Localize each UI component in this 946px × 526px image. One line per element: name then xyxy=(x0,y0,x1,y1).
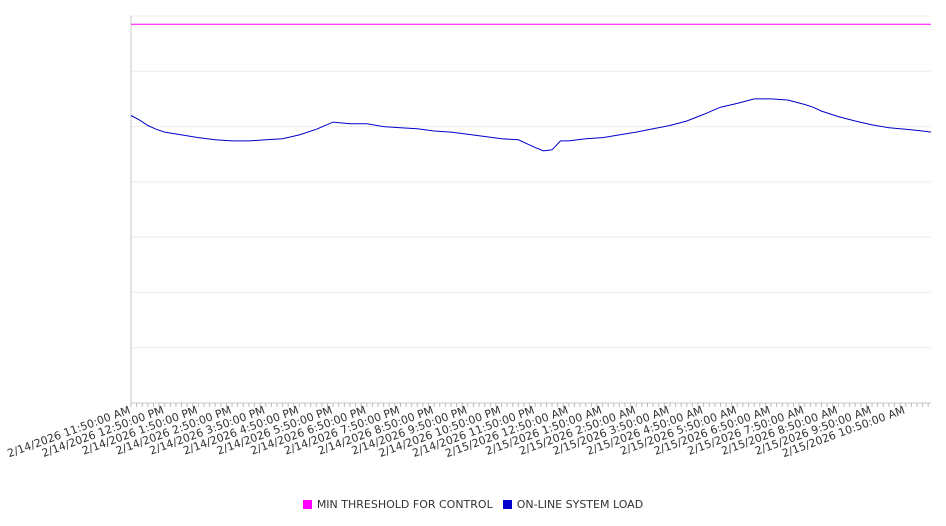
legend-swatch-min-threshold xyxy=(302,500,312,509)
chart-grid xyxy=(131,15,931,349)
series-layer xyxy=(130,23,932,152)
x-minor-ticks xyxy=(130,403,929,407)
legend-item-min-threshold[interactable]: MIN THRESHOLD FOR CONTROL xyxy=(302,498,493,511)
legend-item-online-system-load[interactable]: ON-LINE SYSTEM LOAD xyxy=(502,498,644,511)
legend-swatch-online-system-load xyxy=(502,500,512,509)
legend-label-online-system-load: ON-LINE SYSTEM LOAD xyxy=(516,498,644,511)
series-line-online-system-load[interactable] xyxy=(130,98,932,152)
legend: MIN THRESHOLD FOR CONTROL ON-LINE SYSTEM… xyxy=(0,498,946,511)
legend-label-min-threshold: MIN THRESHOLD FOR CONTROL xyxy=(316,498,493,511)
x-tick-labels: 2/14/2026 11:50:00 AM2/14/2026 12:50:00 … xyxy=(6,404,907,461)
